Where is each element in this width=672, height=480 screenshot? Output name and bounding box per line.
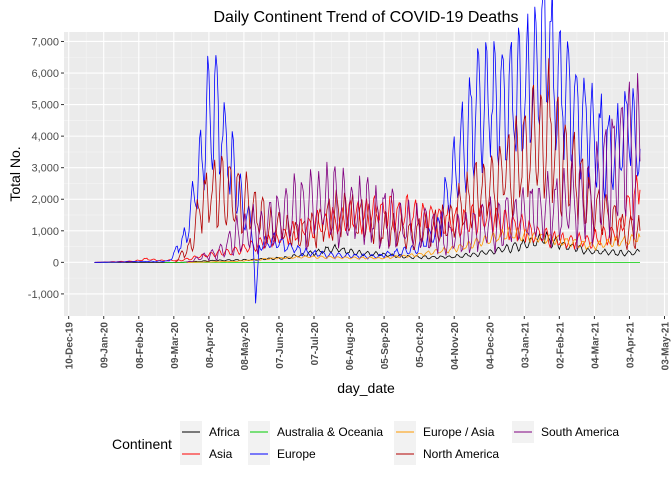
x-tick-label: 07-Jun-20	[275, 322, 286, 369]
x-tick-label: 07-Jul-20	[310, 322, 321, 366]
legend-title: Continent	[112, 436, 172, 452]
plot-panel	[64, 32, 668, 316]
x-tick-label: 05-Oct-20	[415, 322, 426, 368]
x-tick-label: 09-Jan-20	[100, 322, 111, 369]
x-axis-title: day_date	[337, 380, 395, 396]
x-tick-label: 02-Feb-21	[555, 322, 566, 369]
legend-label: Asia	[209, 447, 233, 461]
y-tick-label: 5,000	[31, 100, 59, 112]
series-line	[186, 73, 641, 263]
y-tick-label: 6,000	[31, 68, 59, 80]
legend-label: North America	[423, 447, 499, 461]
x-tick-label: 08-May-20	[240, 322, 251, 371]
x-tick-label: 10-Dec-19	[65, 322, 76, 370]
y-tick-label: 4,000	[31, 131, 59, 143]
series-line	[94, 174, 641, 263]
grid-minor	[64, 32, 668, 316]
series-line	[186, 225, 641, 263]
y-tick-label: 3,000	[31, 163, 59, 175]
y-tick-label: 7,000	[31, 36, 59, 48]
y-tick-label: 0	[53, 257, 59, 269]
legend-label: Africa	[209, 425, 240, 439]
legend-label: Australia & Oceania	[277, 425, 383, 439]
x-tick-label: 04-Dec-20	[485, 322, 496, 370]
x-tick-label: 04-Nov-20	[450, 322, 461, 370]
legend-label: South America	[541, 425, 619, 439]
y-tick-label: -1,000	[28, 289, 59, 301]
x-tick-label: 03-May-21	[660, 322, 671, 371]
legend: Continent Africa Asia Australia & Oceania E…	[112, 421, 619, 465]
chart-title: Daily Continent Trend of COVID-19 Deaths	[213, 9, 518, 26]
x-tick-label: 06-Aug-20	[345, 322, 356, 371]
y-tick-label: 1,000	[31, 226, 59, 238]
x-tick-label: 08-Apr-20	[205, 322, 216, 369]
y-axis-title: Total No.	[7, 146, 23, 201]
x-tick-label: 03-Apr-21	[625, 322, 636, 369]
x-tick-label: 08-Feb-20	[135, 322, 146, 369]
x-tick-label: 04-Mar-21	[590, 322, 601, 369]
series-layer	[94, 0, 641, 304]
legend-label: Europe / Asia	[423, 425, 495, 439]
x-tick-label: 03-Jan-21	[520, 322, 531, 369]
x-axis-ticks: 10-Dec-19 09-Jan-20 08-Feb-20 09-Mar-20 08-A…	[65, 316, 671, 371]
legend-label: Europe	[277, 447, 316, 461]
y-axis-ticks: -1,000 0 1,000 2,000 3,000 4,000 5,000 6,000 7,0…	[28, 36, 64, 301]
series-line	[174, 58, 641, 263]
x-tick-label: 05-Sep-20	[380, 322, 391, 370]
y-tick-label: 2,000	[31, 194, 59, 206]
x-tick-label: 09-Mar-20	[170, 322, 181, 369]
